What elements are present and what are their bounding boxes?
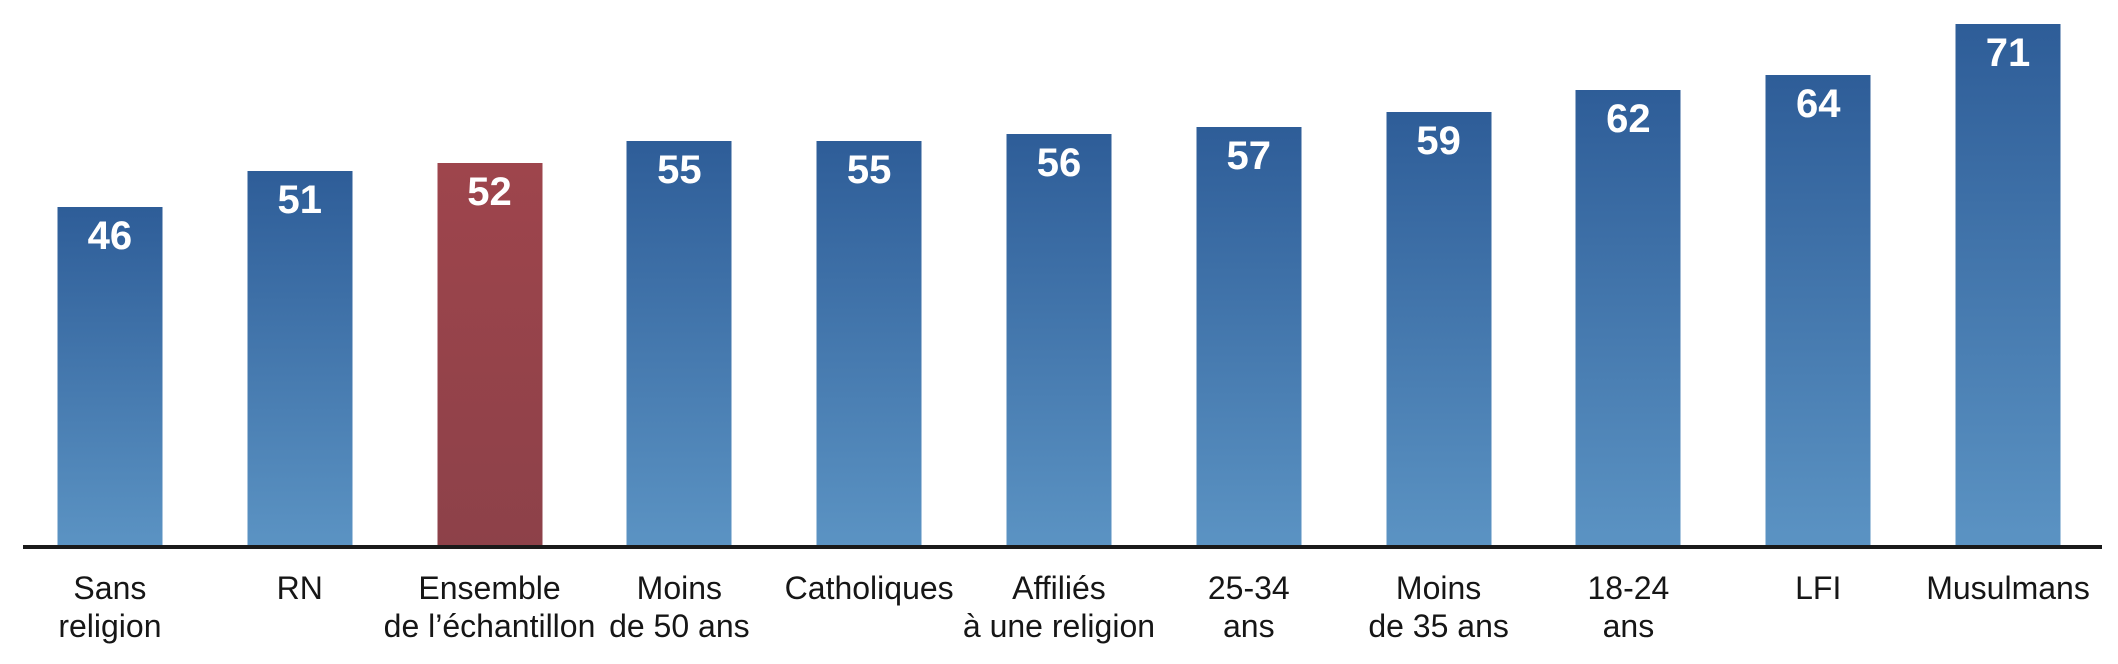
category-label-line: de 35 ans	[1368, 608, 1509, 644]
bar-highlighted: 52	[437, 163, 543, 545]
bar-value-label: 52	[467, 170, 512, 214]
category-label: Catholiques	[785, 569, 954, 607]
category-label-line: de 50 ans	[609, 608, 750, 644]
bar-column: 51 RN	[205, 0, 395, 664]
bar: 71	[1955, 24, 2061, 545]
category-label-line: Sans	[73, 570, 147, 606]
bar-value-label: 62	[1606, 97, 1651, 141]
bar-column: 55 Catholiques	[774, 0, 964, 664]
x-axis-line	[23, 545, 2102, 549]
bar-column: 52 Ensemble de l’échantillon	[384, 0, 595, 664]
bar-value-label: 51	[277, 178, 322, 222]
bar: 46	[57, 207, 163, 545]
bar-value-label: 56	[1036, 141, 1082, 185]
category-label-line: Catholiques	[784, 570, 954, 606]
category-label: Ensemble de l’échantillon	[384, 569, 596, 645]
bar: 56	[1006, 134, 1112, 545]
bar-column: 57 25-34 ans	[1154, 0, 1344, 664]
category-label-line: Affiliés	[1012, 570, 1106, 606]
category-label: Moins de 35 ans	[1368, 569, 1509, 645]
category-label-line: LFI	[1795, 570, 1842, 606]
bar-column: 59 Moins de 35 ans	[1344, 0, 1534, 664]
bar-column: 71 Musulmans	[1913, 0, 2103, 664]
category-label: LFI	[1795, 569, 1841, 607]
bar-value-label: 46	[87, 214, 133, 258]
category-label-line: religion	[58, 608, 162, 644]
category-label-line: de l’échantillon	[383, 608, 596, 644]
category-label: Musulmans	[1926, 569, 2090, 607]
category-label: 25-34 ans	[1208, 569, 1290, 645]
bar-column: 64 LFI	[1723, 0, 1913, 664]
bar-value-label: 71	[1985, 31, 2031, 75]
category-label-line: Musulmans	[1926, 570, 2090, 606]
category-label-line: RN	[276, 570, 323, 606]
category-label-line: à une religion	[962, 608, 1156, 644]
bar: 55	[626, 141, 732, 545]
category-label: 18-24 ans	[1587, 569, 1669, 645]
bar: 64	[1765, 75, 1871, 545]
category-label: RN	[277, 569, 323, 607]
category-label: Sans religion	[58, 569, 161, 645]
bar: 55	[816, 141, 922, 545]
bar-value-label: 55	[657, 148, 702, 192]
bar-column: 62 18-24 ans	[1534, 0, 1724, 664]
category-label-line: Moins	[636, 570, 723, 606]
bar: 51	[247, 171, 353, 545]
category-label: Moins de 50 ans	[609, 569, 750, 645]
category-label-line: Moins	[1395, 570, 1482, 606]
bar: 62	[1575, 90, 1681, 545]
category-label-line: 18-24	[1587, 570, 1670, 606]
bar-value-label: 57	[1226, 134, 1272, 178]
category-label: Affiliés à une religion	[963, 569, 1155, 645]
bar-column: 46 Sans religion	[15, 0, 205, 664]
bar: 57	[1196, 127, 1302, 545]
category-label-line: 25-34	[1207, 570, 1290, 606]
bar-column: 55 Moins de 50 ans	[584, 0, 774, 664]
bar-value-label: 59	[1416, 119, 1461, 163]
category-label-line: Ensemble	[418, 570, 561, 606]
bar-value-label: 55	[846, 148, 892, 192]
bar-value-label: 64	[1795, 82, 1841, 126]
bar-column: 56 Affiliés à une religion	[963, 0, 1155, 664]
category-label-line: ans	[1222, 608, 1275, 644]
category-label-line: ans	[1602, 608, 1655, 644]
bar: 59	[1386, 112, 1492, 545]
